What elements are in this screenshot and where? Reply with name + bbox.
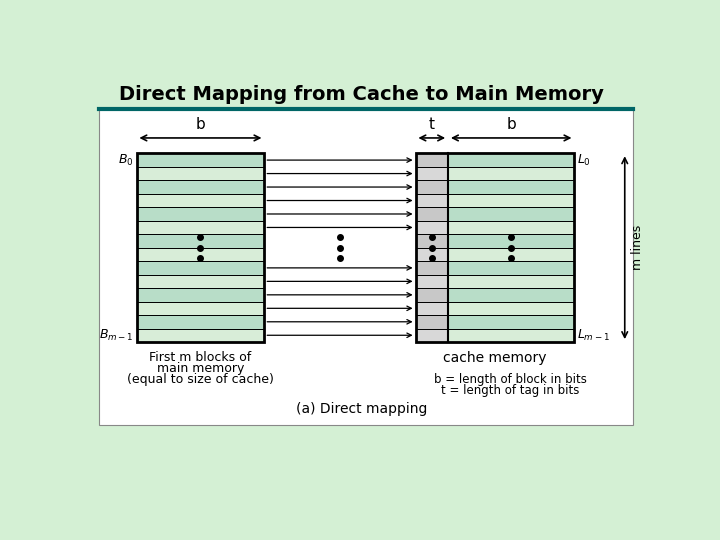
Bar <box>415 153 575 342</box>
Bar <box>137 167 264 180</box>
Bar <box>415 234 448 248</box>
Text: $L_0$: $L_0$ <box>577 152 591 167</box>
Bar <box>137 153 264 167</box>
Bar <box>137 288 264 301</box>
Bar <box>448 153 575 167</box>
Text: b: b <box>196 117 205 132</box>
Bar <box>415 288 448 301</box>
Text: m lines: m lines <box>631 225 644 271</box>
Bar <box>137 194 264 207</box>
Bar <box>448 248 575 261</box>
Bar <box>448 288 575 301</box>
Text: $B_0$: $B_0$ <box>118 152 133 167</box>
Bar <box>137 153 264 342</box>
Text: First m blocks of: First m blocks of <box>149 351 251 364</box>
Bar <box>415 261 448 275</box>
Bar <box>415 315 448 328</box>
Text: $B_{m-1}$: $B_{m-1}$ <box>99 328 133 343</box>
Bar <box>137 221 264 234</box>
Bar <box>448 301 575 315</box>
Bar <box>415 248 448 261</box>
Bar <box>415 301 448 315</box>
Text: Direct Mapping from Cache to Main Memory: Direct Mapping from Cache to Main Memory <box>119 85 603 104</box>
Bar <box>137 315 264 328</box>
Bar <box>137 328 264 342</box>
Text: cache memory: cache memory <box>444 351 546 365</box>
Bar <box>137 261 264 275</box>
Bar <box>415 328 448 342</box>
Text: main memory: main memory <box>157 362 244 375</box>
Text: b = length of block in bits: b = length of block in bits <box>434 373 587 386</box>
Bar <box>448 180 575 194</box>
Bar <box>448 315 575 328</box>
Bar <box>137 234 264 248</box>
Bar <box>137 301 264 315</box>
Bar <box>448 207 575 221</box>
Text: (equal to size of cache): (equal to size of cache) <box>127 373 274 386</box>
Bar <box>137 207 264 221</box>
Bar <box>415 180 448 194</box>
Bar <box>415 221 448 234</box>
Bar <box>448 328 575 342</box>
Bar <box>415 194 448 207</box>
Bar <box>448 234 575 248</box>
Bar <box>448 275 575 288</box>
Text: (a) Direct mapping: (a) Direct mapping <box>296 402 427 416</box>
Bar <box>415 153 448 167</box>
Text: t = length of tag in bits: t = length of tag in bits <box>441 383 580 396</box>
Bar <box>448 261 575 275</box>
Bar <box>99 110 632 425</box>
Bar <box>415 207 448 221</box>
Bar <box>415 167 448 180</box>
Text: t: t <box>429 117 435 132</box>
Bar <box>137 275 264 288</box>
Bar <box>137 180 264 194</box>
Bar <box>448 194 575 207</box>
Bar <box>137 248 264 261</box>
Bar <box>415 275 448 288</box>
Text: $L_{m-1}$: $L_{m-1}$ <box>577 328 611 343</box>
Bar <box>448 167 575 180</box>
Bar <box>448 221 575 234</box>
Text: b: b <box>506 117 516 132</box>
